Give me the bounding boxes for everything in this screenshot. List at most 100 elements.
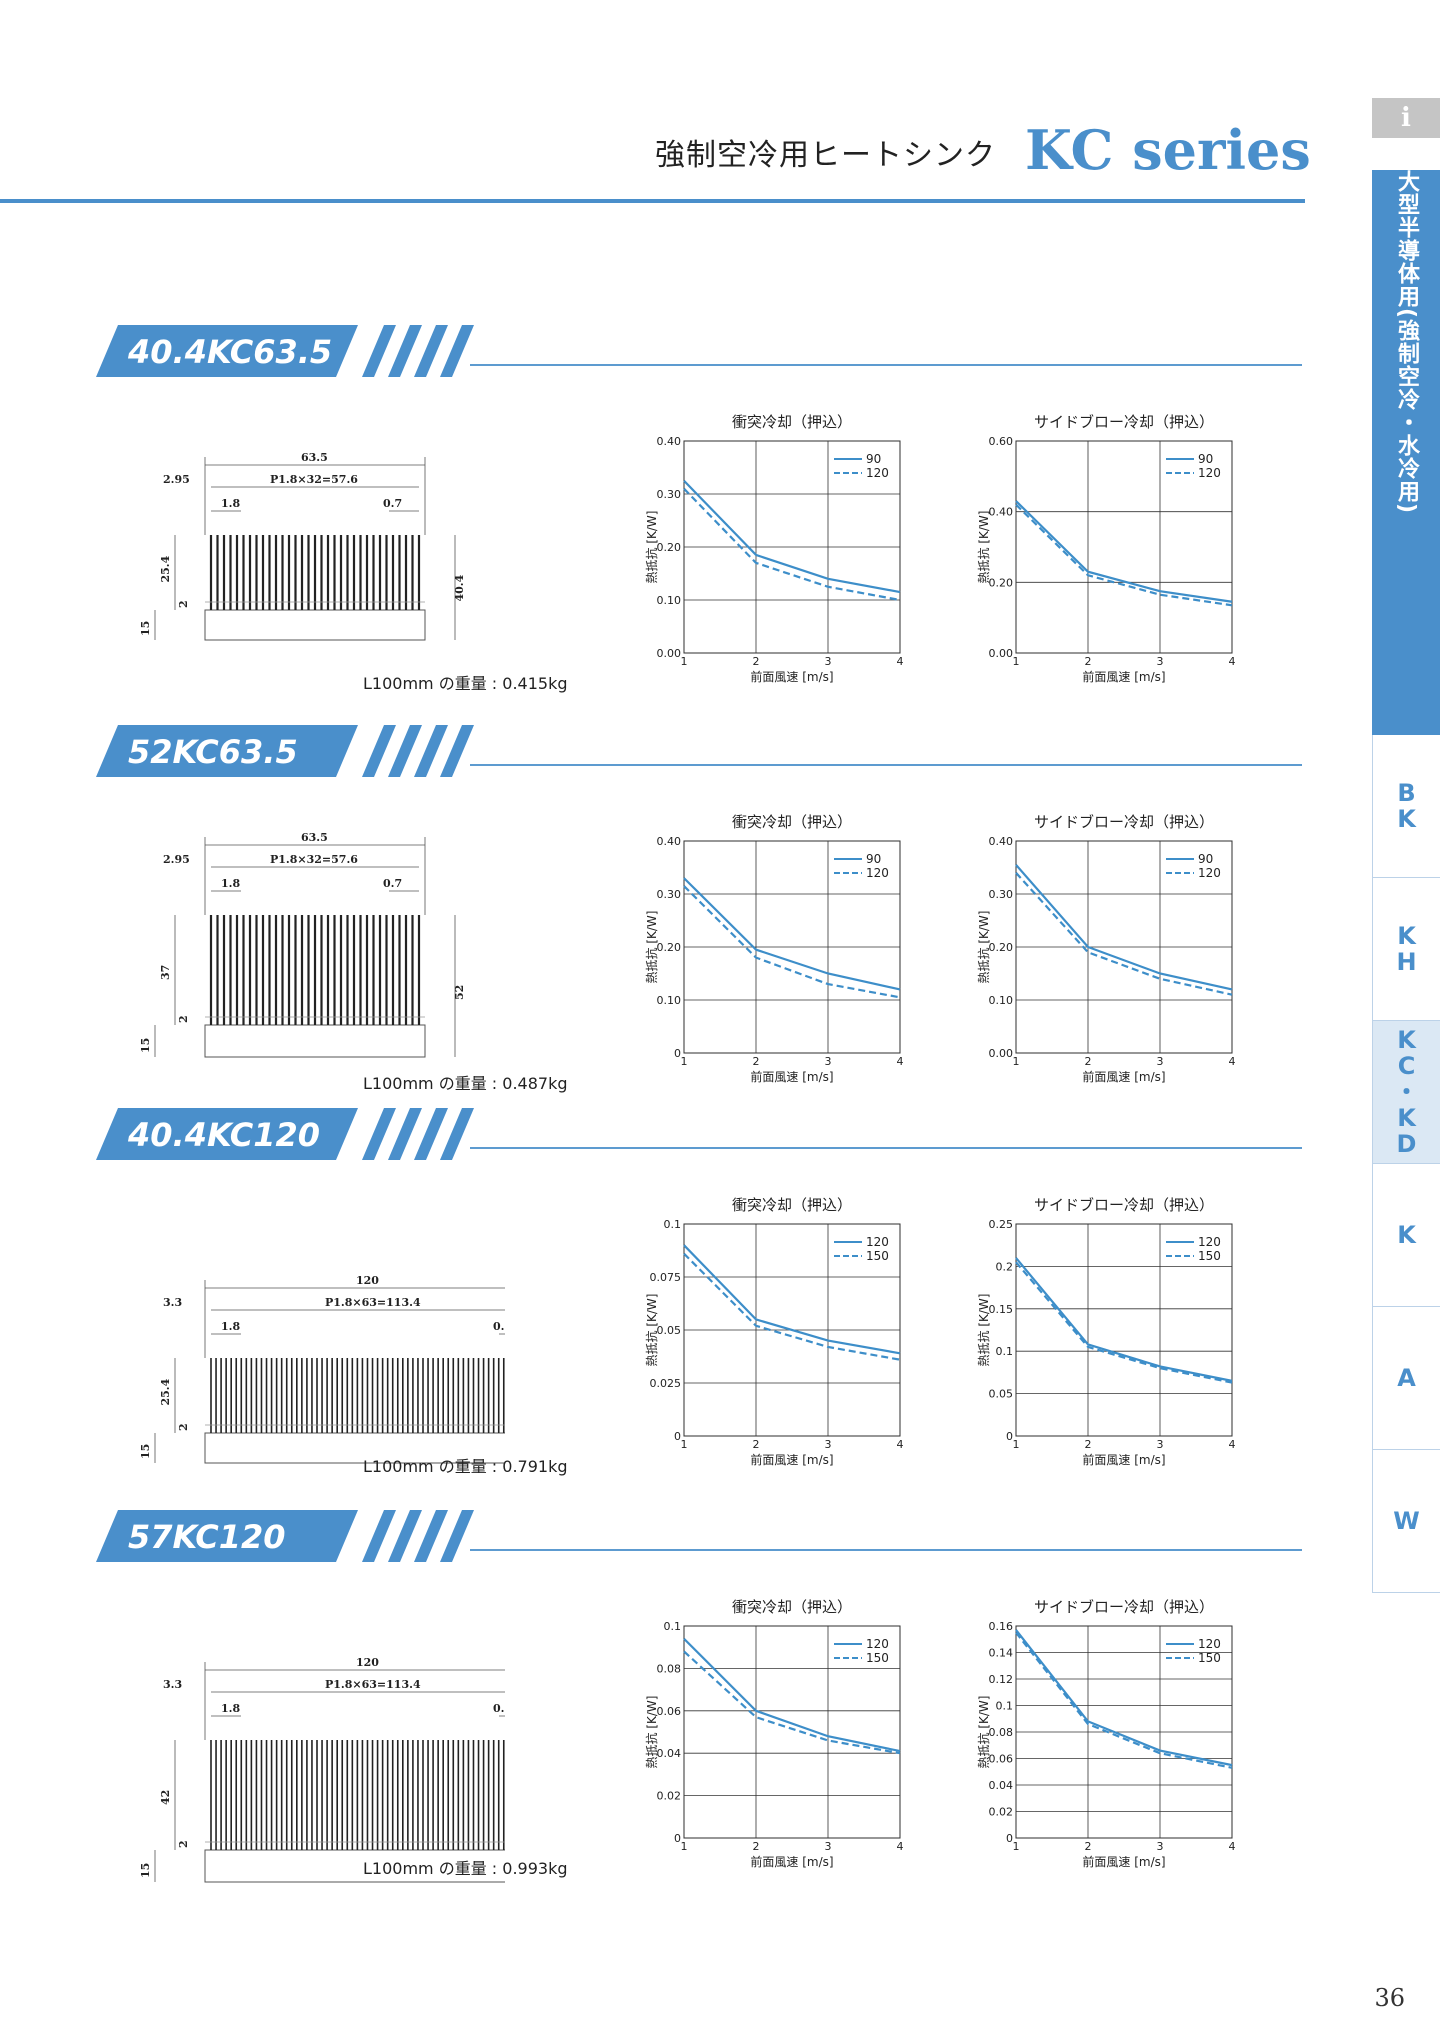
thermal-chart: 衝突冷却（押込） 1 2 3 4 0.00 0.10 0.20 0.30 0.40 前面風速 [m/… <box>644 413 904 684</box>
x-tick-label: 4 <box>1229 655 1236 668</box>
sidebar-tab-label: K C ・ K D <box>1394 1026 1419 1158</box>
y-tick-label: 0.1 <box>996 1345 1014 1358</box>
legend-label: 150 <box>1198 1651 1221 1665</box>
legend-label: 90 <box>866 452 881 466</box>
y-tick-label: 0.30 <box>657 488 682 501</box>
legend-label: 90 <box>1198 452 1213 466</box>
sidebar-tab-1[interactable]: B K <box>1372 735 1440 878</box>
series-line <box>1015 1631 1233 1769</box>
heatsink-drawing: 63.5 P1.8×32=57.6 2.95 1.8 0.7 37 2 15 52 <box>139 831 466 1058</box>
product-section: 40.4KC120120P1.8×63=113.43.31.80.725.421… <box>0 1108 1372 1508</box>
legend-label: 90 <box>1198 852 1213 866</box>
sidebar-tab-4[interactable]: K <box>1372 1164 1440 1307</box>
y-tick-label: 0.40 <box>989 506 1014 519</box>
series-line <box>683 1244 901 1355</box>
series-line <box>1015 864 1233 991</box>
dim-pitch: P1.8×63=113.4 <box>325 1678 421 1691</box>
dim-fin-tip: 0.7 <box>383 497 402 510</box>
x-tick-label: 2 <box>1085 655 1092 668</box>
dim-fin-height: 25.4 <box>159 555 172 582</box>
dim-fin-tip: 0.7 <box>493 1702 505 1715</box>
dim-base-height: 15 <box>139 1038 152 1053</box>
series-line <box>1015 872 1233 996</box>
thermal-chart: サイドブロー冷却（押込） 1 2 3 4 0 0.05 0.1 0.15 0.2 0.25 前面風速 … <box>976 1196 1236 1467</box>
dim-base-step: 2 <box>177 1840 190 1848</box>
dim-width: 120 <box>356 1656 379 1669</box>
x-tick-label: 3 <box>1157 655 1164 668</box>
section-rule <box>470 764 1302 766</box>
dim-fin-base: 1.8 <box>221 1702 240 1715</box>
y-tick-label: 0 <box>674 1832 681 1845</box>
legend-label: 120 <box>1198 1235 1221 1249</box>
y-tick-label: 0.20 <box>657 941 682 954</box>
sidebar-tab-label: W <box>1393 1507 1420 1535</box>
y-tick-label: 0 <box>1006 1832 1013 1845</box>
dim-width: 120 <box>356 1274 379 1287</box>
model-name: 40.4KC63.5 <box>127 333 332 371</box>
dim-width: 63.5 <box>301 451 328 464</box>
series-line <box>1015 1257 1233 1382</box>
thermal-chart: サイドブロー冷却（押込） 1 2 3 4 0.00 0.20 0.40 0.60 前面風速 [m/… <box>976 413 1236 684</box>
dim-base-height: 15 <box>139 621 152 636</box>
model-name: 52KC63.5 <box>128 733 298 771</box>
dim-total-height: 40.4 <box>453 574 466 601</box>
product-section: 52KC63.5 63.5 P1.8×32=57.6 2.95 1.8 0.7 37 2 15 5… <box>0 725 1372 1125</box>
y-tick-label: 0.1 <box>996 1700 1014 1713</box>
model-name: 40.4KC120 <box>127 1116 320 1154</box>
series-line <box>1015 1629 1233 1767</box>
legend-label: 120 <box>866 1235 889 1249</box>
chart-title: 衝突冷却（押込） <box>732 1196 852 1214</box>
y-tick-label: 0.10 <box>657 594 682 607</box>
y-tick-label: 0.12 <box>989 1673 1014 1686</box>
model-banner: 40.4KC63.5 <box>96 325 474 377</box>
y-axis-label: 熱抵抗 [K/W] <box>644 1696 659 1769</box>
dim-fin-base: 1.8 <box>221 877 240 890</box>
model-banner: 40.4KC120 <box>96 1108 474 1160</box>
x-tick-label: 2 <box>753 1840 760 1853</box>
chart-title: 衝突冷却（押込） <box>732 813 852 831</box>
legend-label: 120 <box>1198 1637 1221 1651</box>
y-tick-label: 0.30 <box>989 888 1014 901</box>
x-tick-label: 1 <box>681 1438 688 1451</box>
section-rule <box>470 1549 1302 1551</box>
x-tick-label: 4 <box>1229 1055 1236 1068</box>
y-tick-label: 0.20 <box>989 576 1014 589</box>
y-tick-label: 0.2 <box>996 1260 1014 1273</box>
x-axis-label: 前面風速 [m/s] <box>750 1069 833 1084</box>
dim-total-height: 52 <box>453 985 466 1000</box>
sidebar-tab-2[interactable]: K H <box>1372 878 1440 1021</box>
x-tick-label: 3 <box>825 1055 832 1068</box>
y-axis-label: 熱抵抗 [K/W] <box>976 511 991 584</box>
series-line <box>683 885 901 999</box>
thermal-chart: 衝突冷却（押込） 1 2 3 4 0 0.025 0.05 0.075 0.1 前面風速 [m/s]… <box>644 1196 904 1467</box>
legend-label: 120 <box>1198 466 1221 480</box>
dim-fin-tip: 0.7 <box>493 1320 505 1333</box>
y-tick-label: 0.20 <box>989 941 1014 954</box>
chart-title: サイドブロー冷却（押込） <box>1034 1196 1214 1214</box>
dim-base-step: 2 <box>177 1423 190 1431</box>
y-tick-label: 0.08 <box>657 1662 682 1675</box>
x-axis-label: 前面風速 [m/s] <box>750 669 833 684</box>
x-tick-label: 1 <box>1013 1840 1020 1853</box>
y-tick-label: 0.025 <box>650 1377 682 1390</box>
weight-label: L100mm の重量 : 0.993kg <box>363 1859 568 1878</box>
legend-label: 90 <box>866 852 881 866</box>
dim-base-step: 2 <box>177 600 190 608</box>
x-tick-label: 3 <box>825 655 832 668</box>
x-tick-label: 4 <box>897 1438 904 1451</box>
x-tick-label: 3 <box>1157 1055 1164 1068</box>
dim-fin-base: 1.8 <box>221 497 240 510</box>
dim-pitch: P1.8×32=57.6 <box>270 473 358 486</box>
x-tick-label: 1 <box>681 1055 688 1068</box>
series-line <box>683 479 901 594</box>
dim-fin-height: 42 <box>159 1790 172 1805</box>
dim-fin-tip: 0.7 <box>383 877 402 890</box>
sidebar-tab-5[interactable]: A <box>1372 1307 1440 1450</box>
legend-label: 120 <box>866 1637 889 1651</box>
y-tick-label: 0.40 <box>989 835 1014 848</box>
y-tick-label: 0.20 <box>657 541 682 554</box>
sidebar-tab-3[interactable]: K C ・ K D <box>1372 1021 1440 1164</box>
sidebar-tab-6[interactable]: W <box>1372 1450 1440 1593</box>
y-tick-label: 0.14 <box>989 1647 1014 1660</box>
